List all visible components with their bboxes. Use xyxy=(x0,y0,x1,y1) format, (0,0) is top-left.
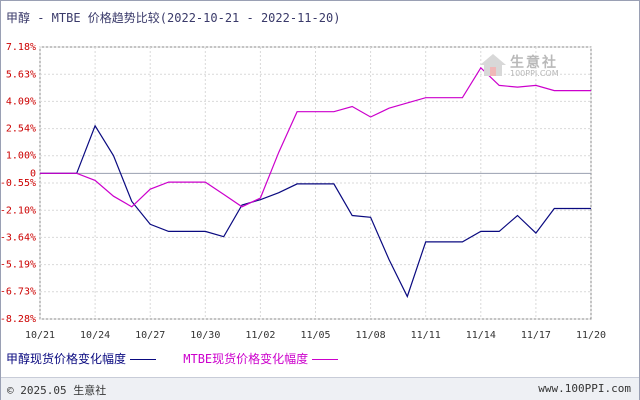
legend: 甲醇现货价格变化幅度 MTBE现货价格变化幅度 xyxy=(6,350,346,367)
legend-label: 甲醇现货价格变化幅度 xyxy=(6,352,127,366)
y-tick-label: -3.64% xyxy=(0,232,36,243)
x-tick-label: 11/05 xyxy=(300,330,330,341)
watermark-name: 生意社 xyxy=(510,55,558,71)
y-tick-label: 1.00% xyxy=(6,151,36,162)
x-tick-label: 10/30 xyxy=(190,330,220,341)
legend-item-methanol: 甲醇现货价格变化幅度 xyxy=(6,350,164,367)
series-line-mtbe xyxy=(40,66,591,208)
footer: © 2025.05 生意社 www.100PPI.com xyxy=(1,377,639,400)
y-tick-label: 4.09% xyxy=(6,96,36,107)
x-tick-label: 10/21 xyxy=(25,330,55,341)
x-tick-label: 10/27 xyxy=(135,330,165,341)
legend-swatch xyxy=(130,359,157,360)
y-tick-label: 5.63% xyxy=(6,69,36,80)
y-tick-label: 2.54% xyxy=(6,124,36,135)
x-tick-label: 11/08 xyxy=(356,330,386,341)
y-tick-label: 7.18% xyxy=(6,42,36,53)
legend-swatch xyxy=(312,359,339,360)
y-tick-label: -8.28% xyxy=(0,314,36,325)
x-tick-label: 10/24 xyxy=(80,330,110,341)
x-tick-label: 11/20 xyxy=(576,330,606,341)
x-tick-label: 11/14 xyxy=(466,330,496,341)
site-link[interactable]: www.100PPI.com xyxy=(538,382,631,395)
copyright-text: © 2025.05 生意社 xyxy=(7,384,107,397)
x-tick-label: 11/11 xyxy=(411,330,441,341)
house-logo-icon xyxy=(480,54,506,76)
series-line-methanol xyxy=(40,124,591,299)
y-tick-label: -2.10% xyxy=(0,205,36,216)
chart-title: 甲醇 - MTBE 价格趋势比较(2022-10-21 - 2022-11-20… xyxy=(6,11,341,25)
legend-label: MTBE现货价格变化幅度 xyxy=(183,352,309,366)
legend-item-mtbe: MTBE现货价格变化幅度 xyxy=(183,350,346,367)
x-tick-label: 11/02 xyxy=(245,330,275,341)
watermark-url: 100PPI.COM xyxy=(510,69,559,78)
y-tick-label: -0.55% xyxy=(0,178,36,189)
y-tick-label: -6.73% xyxy=(0,287,36,298)
x-tick-label: 11/17 xyxy=(521,330,551,341)
y-tick-label: -5.19% xyxy=(0,260,36,271)
zero-tick-label: 0 xyxy=(30,168,36,179)
